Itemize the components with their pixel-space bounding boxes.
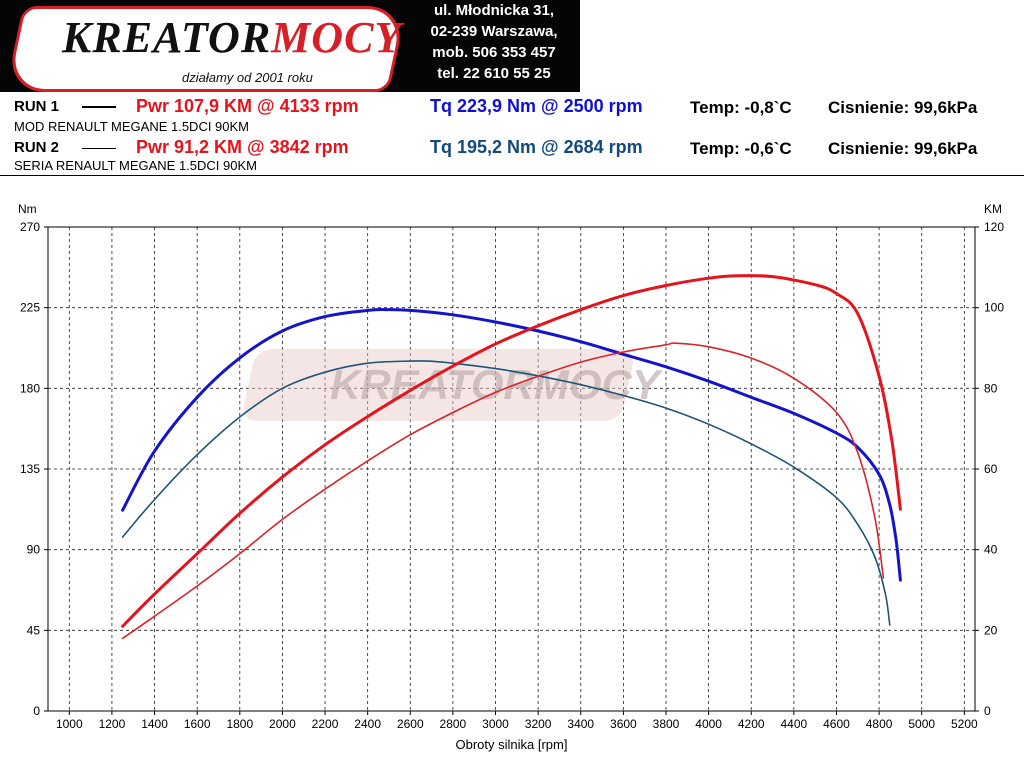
run2-legend-line xyxy=(82,148,116,149)
run2-description: SERIA RENAULT MEGANE 1.5DCI 90KM xyxy=(14,158,257,173)
chart-axes xyxy=(44,226,979,715)
y-right-tick-label: 20 xyxy=(984,623,998,637)
chart-tick-labels: 1000 1200 1400 1600 1800 2000 2200 2400 2600 2800… xyxy=(18,202,1004,752)
x-tick-label: 1200 xyxy=(99,717,126,731)
torque-curve-run1 xyxy=(121,308,902,582)
logo-slogan: działamy od 2001 roku xyxy=(182,70,313,85)
chart-svg: KREATORMOCY 1000 1200 1400 1600 1800 2000 2200… xyxy=(18,202,1004,752)
x-tick-label: 3000 xyxy=(482,717,509,731)
y-left-tick-label: 90 xyxy=(27,543,41,557)
contact-line: tel. 22 610 55 25 xyxy=(437,65,551,82)
x-tick-label: 4200 xyxy=(738,717,765,731)
contact-line: 02-239 Warszawa, xyxy=(430,23,558,40)
run2-summary-row: RUN 2 Pwr 91,2 KM @ 3842 rpm Tq 195,2 Nm… xyxy=(0,137,1024,159)
contact-line: mob. 506 353 457 xyxy=(432,44,556,61)
run1-legend-line xyxy=(82,106,116,108)
x-tick-label: 2200 xyxy=(312,717,339,731)
x-tick-label: 3600 xyxy=(610,717,637,731)
x-tick-label: 1800 xyxy=(226,717,253,731)
run2-power: Pwr 91,2 KM @ 3842 rpm xyxy=(136,137,349,157)
run2-label: RUN 2 xyxy=(14,139,60,156)
logo-word-part2: MOCY xyxy=(271,13,403,62)
x-tick-label: 5200 xyxy=(951,717,978,731)
y-left-tick-label: 135 xyxy=(20,462,40,476)
run1-label: RUN 1 xyxy=(14,98,60,115)
run2-temp: Temp: -0,6`C xyxy=(690,139,792,158)
y-right-tick-label: 0 xyxy=(984,704,991,718)
y-right-tick-label: 40 xyxy=(984,543,998,557)
x-tick-label: 1600 xyxy=(184,717,211,731)
power-curve-run2 xyxy=(121,342,885,640)
run1-summary-row: RUN 1 Pwr 107,9 KM @ 4133 rpm Tq 223,9 N… xyxy=(0,96,1024,118)
watermark-badge xyxy=(243,349,633,421)
x-tick-label: 2400 xyxy=(354,717,381,731)
y-right-axis-title: KM xyxy=(984,202,1002,216)
logo-wordmark: KREATORMOCY xyxy=(62,16,402,60)
contact-line: ul. Młodnicka 31, xyxy=(433,2,555,19)
y-left-tick-label: 270 xyxy=(20,220,40,234)
plot-border xyxy=(47,226,976,712)
y-right-tick-label: 120 xyxy=(984,220,1004,234)
x-tick-label: 2000 xyxy=(269,717,296,731)
y-left-tick-label: 225 xyxy=(20,301,40,315)
y-right-tick-label: 60 xyxy=(984,462,998,476)
chart-grid xyxy=(48,227,975,711)
run1-pressure: Cisnienie: 99,6kPa xyxy=(828,98,978,117)
contact-block: ul. Młodnicka 31, 02-239 Warszawa, mob. … xyxy=(408,0,580,92)
x-tick-label: 4800 xyxy=(866,717,893,731)
run1-description: MOD RENAULT MEGANE 1.5DCI 90KM xyxy=(14,119,250,134)
x-tick-label: 4400 xyxy=(781,717,808,731)
y-left-tick-label: 45 xyxy=(27,623,41,637)
y-right-tick-label: 80 xyxy=(984,381,998,395)
y-left-tick-label: 180 xyxy=(20,381,40,395)
logo-block: KREATORMOCY działamy od 2001 roku xyxy=(0,0,408,92)
dyno-chart: KREATORMOCY 1000 1200 1400 1600 1800 2000 2200… xyxy=(0,175,1024,769)
y-left-axis-title: Nm xyxy=(18,202,37,216)
y-left-tick-label: 0 xyxy=(33,704,40,718)
x-tick-label: 4000 xyxy=(695,717,722,731)
x-axis-title: Obroty silnika [rpm] xyxy=(456,737,568,752)
x-tick-label: 1400 xyxy=(141,717,168,731)
chart-watermark: KREATORMOCY xyxy=(243,349,664,421)
run1-torque: Tq 223,9 Nm @ 2500 rpm xyxy=(430,96,643,116)
run2-pressure: Cisnienie: 99,6kPa xyxy=(828,139,978,158)
power-curve-run1 xyxy=(121,274,902,628)
run1-temp: Temp: -0,8`C xyxy=(690,98,792,117)
run1-power: Pwr 107,9 KM @ 4133 rpm xyxy=(136,96,359,116)
y-right-tick-label: 100 xyxy=(984,301,1004,315)
x-tick-label: 4600 xyxy=(823,717,850,731)
x-tick-label: 2600 xyxy=(397,717,424,731)
chart-series xyxy=(121,274,902,640)
x-tick-label: 3400 xyxy=(567,717,594,731)
run2-torque: Tq 195,2 Nm @ 2684 rpm xyxy=(430,137,643,157)
logo-word-part1: KREATOR xyxy=(62,13,272,62)
x-tick-label: 3800 xyxy=(653,717,680,731)
x-tick-label: 3200 xyxy=(525,717,552,731)
x-tick-label: 5000 xyxy=(908,717,935,731)
x-tick-label: 2800 xyxy=(440,717,467,731)
x-tick-label: 1000 xyxy=(56,717,83,731)
